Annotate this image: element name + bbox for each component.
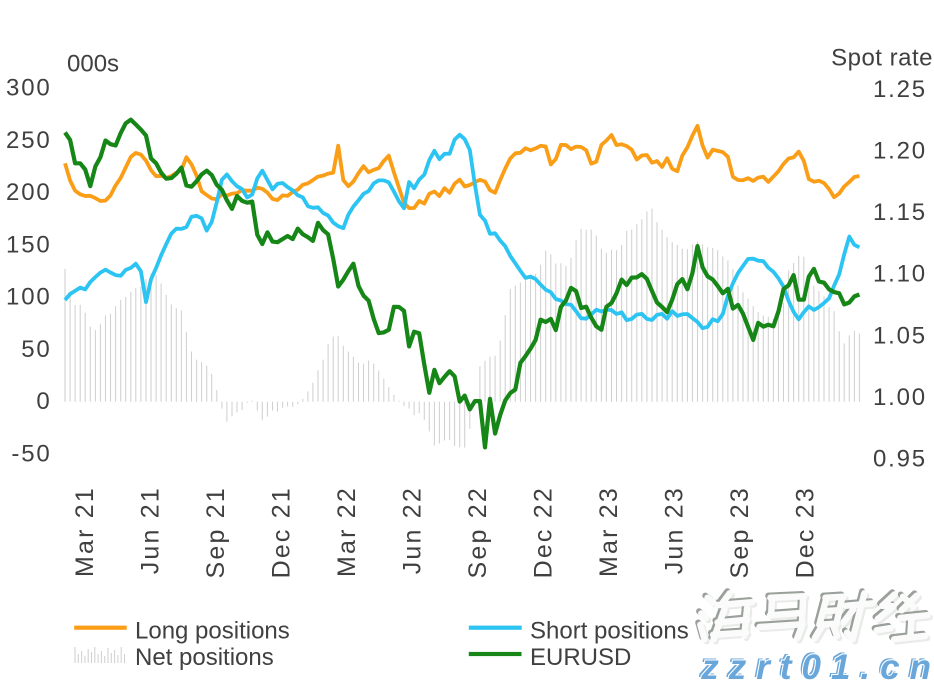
svg-text:1.15: 1.15 bbox=[873, 199, 927, 226]
svg-text:0: 0 bbox=[36, 388, 51, 415]
svg-text:Mar 21: Mar 21 bbox=[71, 486, 99, 577]
svg-text:EURUSD: EURUSD bbox=[530, 644, 631, 671]
svg-text:Mar 23: Mar 23 bbox=[595, 486, 623, 577]
svg-text:Spot rate: Spot rate bbox=[831, 45, 933, 72]
svg-text:Net positions: Net positions bbox=[135, 644, 274, 671]
svg-text:200: 200 bbox=[6, 179, 51, 206]
svg-text:1.25: 1.25 bbox=[873, 76, 927, 103]
svg-text:100: 100 bbox=[6, 284, 51, 311]
svg-text:Sep 22: Sep 22 bbox=[464, 486, 492, 578]
svg-text:Short positions: Short positions bbox=[530, 618, 689, 645]
svg-text:1.00: 1.00 bbox=[873, 384, 927, 411]
svg-text:Dec 23: Dec 23 bbox=[792, 486, 820, 578]
svg-text:Jun 22: Jun 22 bbox=[399, 486, 427, 574]
svg-text:Sep 23: Sep 23 bbox=[726, 486, 754, 578]
svg-text:Sep 21: Sep 21 bbox=[202, 486, 230, 578]
svg-text:Mar 22: Mar 22 bbox=[333, 486, 361, 577]
svg-text:250: 250 bbox=[6, 127, 51, 154]
svg-text:1.10: 1.10 bbox=[873, 261, 927, 288]
svg-text:Dec 21: Dec 21 bbox=[268, 486, 296, 578]
svg-text:50: 50 bbox=[21, 336, 51, 363]
svg-text:-50: -50 bbox=[11, 441, 51, 468]
svg-text:1.05: 1.05 bbox=[873, 322, 927, 349]
svg-text:Long positions: Long positions bbox=[135, 618, 290, 645]
svg-text:zzrt01.cn: zzrt01.cn bbox=[698, 646, 934, 683]
svg-text:150: 150 bbox=[6, 231, 51, 258]
svg-text:Dec 22: Dec 22 bbox=[530, 486, 558, 578]
svg-text:1.20: 1.20 bbox=[873, 138, 927, 165]
svg-text:0.95: 0.95 bbox=[873, 446, 927, 473]
svg-text:000s: 000s bbox=[67, 51, 119, 78]
svg-text:zzrt01.cn: zzrt01.cn bbox=[700, 648, 934, 683]
svg-text:Jun 23: Jun 23 bbox=[661, 486, 689, 574]
svg-text:Jun 21: Jun 21 bbox=[137, 486, 165, 574]
svg-text:300: 300 bbox=[6, 75, 51, 102]
